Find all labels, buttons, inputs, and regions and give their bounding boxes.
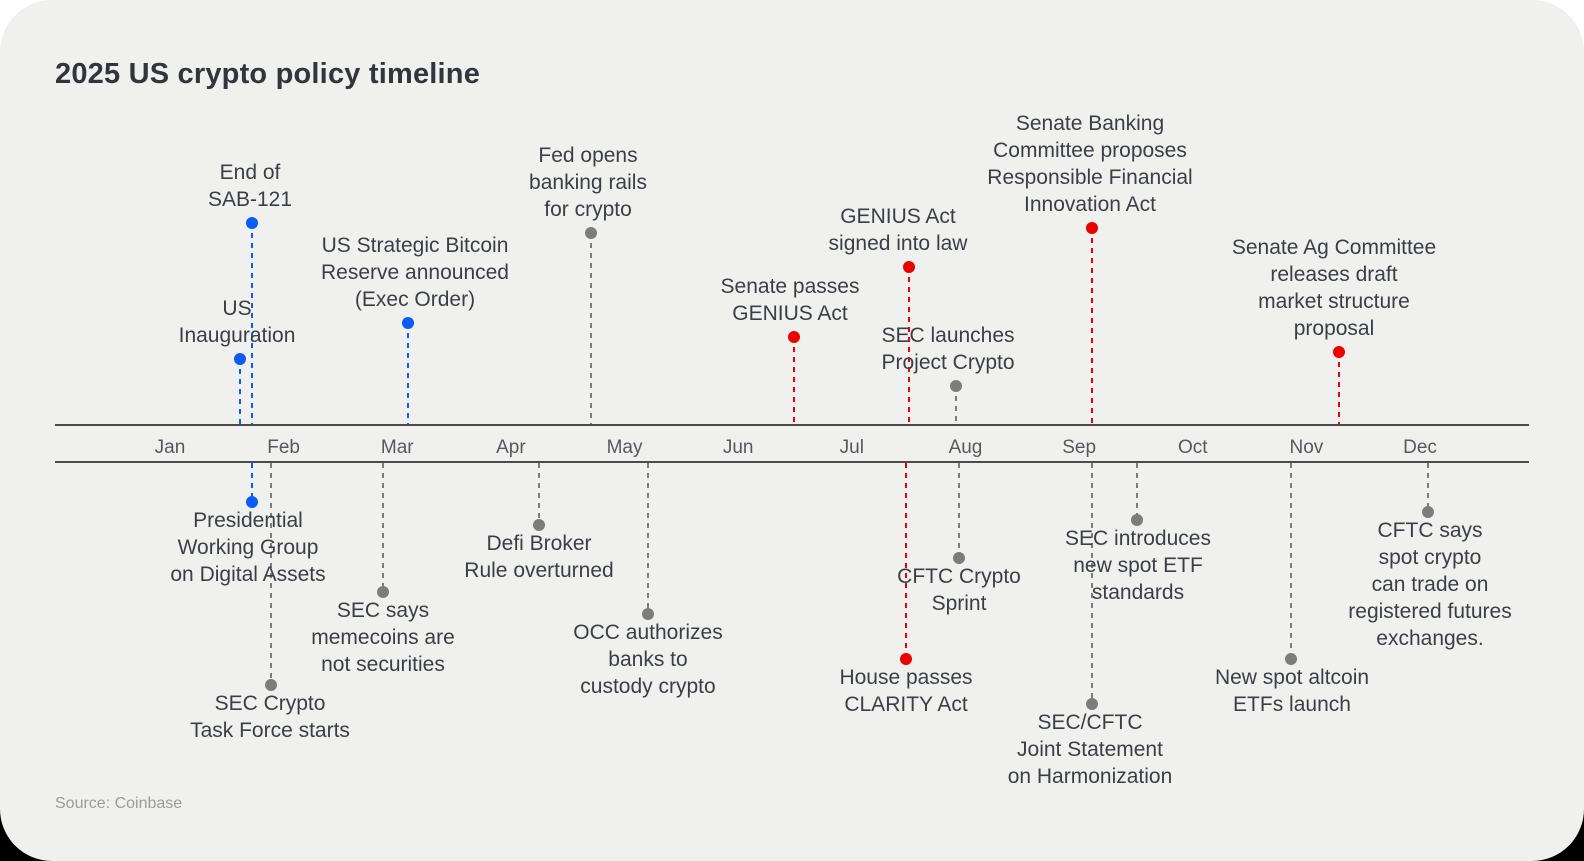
month-label-dec: Dec (1403, 437, 1437, 458)
event-label-senate-ag-market-structure: Senate Ag Committee releases draft market … (1231, 236, 1437, 340)
event-label-end-of-sab-121: End of SAB-121 (207, 161, 293, 211)
event-stem-cftc-crypto-sprint (958, 463, 960, 558)
source-note: Source: Coinbase (55, 795, 183, 812)
event-label-sec-memecoins-not-securities: SEC says memecoins are not securities (311, 599, 455, 676)
event-dot-sec-crypto-task-force (265, 679, 277, 691)
event-label-us-strategic-bitcoin-reserve: US Strategic Bitcoin Reserve announced (Ex… (321, 234, 509, 311)
event-label-cftc-crypto-sprint: CFTC Crypto Sprint (897, 565, 1021, 615)
event-stem-sec-launches-project-crypto (955, 386, 957, 424)
event-stem-senate-banking-rfia (1091, 228, 1093, 424)
month-label-nov: Nov (1289, 437, 1324, 458)
event-label-fed-banking-rails: Fed opens banking rails for crypto (529, 144, 647, 221)
event-stem-genius-signed-into-law (908, 267, 910, 424)
event-label-senate-banking-rfia: Senate Banking Committee proposes Responsi… (987, 112, 1193, 216)
event-dot-senate-banking-rfia (1086, 222, 1098, 234)
event-label-senate-passes-genius: Senate passes GENIUS Act (720, 275, 860, 325)
event-stem-sec-spot-etf-standards (1136, 463, 1138, 520)
event-stem-occ-custody-crypto (647, 463, 649, 614)
event-dot-end-of-sab-121 (246, 217, 258, 229)
chart-title: 2025 US crypto policy timeline (55, 58, 481, 90)
month-label-oct: Oct (1177, 437, 1208, 458)
event-label-occ-custody-crypto: OCC authorizes banks to custody crypto (573, 621, 723, 698)
event-dot-sec-memecoins-not-securities (377, 586, 389, 598)
event-dot-house-passes-clarity (900, 653, 912, 665)
event-dot-new-spot-altcoin-etfs (1285, 653, 1297, 665)
event-stem-fed-banking-rails (590, 233, 592, 424)
event-stem-presidential-working-group (251, 463, 253, 502)
month-label-sep: Sep (1062, 437, 1097, 458)
event-dot-fed-banking-rails (585, 227, 597, 239)
event-dot-cftc-spot-on-futures (1422, 506, 1434, 518)
event-stem-senate-passes-genius (793, 337, 795, 424)
event-label-sec-spot-etf-standards: SEC introduces new spot ETF standards (1065, 527, 1211, 604)
event-dot-defi-broker-rule-overturned (533, 519, 545, 531)
event-dot-us-strategic-bitcoin-reserve (402, 317, 414, 329)
event-dot-senate-ag-market-structure (1333, 346, 1345, 358)
month-label-jan: Jan (154, 437, 186, 458)
event-stem-us-strategic-bitcoin-reserve (407, 323, 409, 424)
event-label-new-spot-altcoin-etfs: New spot altcoin ETFs launch (1214, 666, 1370, 716)
month-label-mar: Mar (380, 437, 414, 458)
event-stem-sec-memecoins-not-securities (382, 463, 384, 592)
month-label-apr: Apr (496, 437, 526, 458)
month-label-may: May (606, 437, 643, 458)
event-dot-cftc-crypto-sprint (953, 552, 965, 564)
event-stem-sec-cftc-harmonization (1091, 463, 1093, 704)
event-label-genius-signed-into-law: GENIUS Act signed into law (828, 205, 968, 255)
event-stem-sec-crypto-task-force (270, 463, 272, 685)
event-dot-presidential-working-group (246, 496, 258, 508)
event-dot-sec-launches-project-crypto (950, 380, 962, 392)
event-dot-sec-spot-etf-standards (1131, 514, 1143, 526)
month-label-aug: Aug (948, 437, 983, 458)
event-label-sec-crypto-task-force: SEC Crypto Task Force starts (190, 692, 350, 742)
event-stem-house-passes-clarity (905, 463, 907, 659)
event-dot-occ-custody-crypto (642, 608, 654, 620)
month-label-jul: Jul (839, 437, 864, 458)
event-stem-senate-ag-market-structure (1338, 352, 1340, 424)
event-label-defi-broker-rule-overturned: Defi Broker Rule overturned (464, 532, 614, 582)
event-label-sec-cftc-harmonization: SEC/CFTC Joint Statement on Harmonization (1007, 711, 1173, 788)
month-label-feb: Feb (267, 437, 300, 458)
event-label-us-inauguration: US Inauguration (178, 297, 296, 347)
event-dot-sec-cftc-harmonization (1086, 698, 1098, 710)
event-label-cftc-spot-on-futures: CFTC says spot crypto can trade on register… (1348, 519, 1512, 650)
timeline-bottom-line (55, 461, 1529, 463)
event-label-sec-launches-project-crypto: SEC launches Project Crypto (881, 324, 1015, 374)
event-stem-end-of-sab-121 (251, 223, 253, 424)
event-label-house-passes-clarity: House passes CLARITY Act (839, 666, 973, 716)
event-stem-cftc-spot-on-futures (1427, 463, 1429, 512)
event-dot-genius-signed-into-law (903, 261, 915, 273)
event-dot-us-inauguration (234, 353, 246, 365)
event-dot-senate-passes-genius (788, 331, 800, 343)
month-label-jun: Jun (722, 437, 754, 458)
event-stem-us-inauguration (239, 359, 241, 424)
event-label-presidential-working-group: Presidential Working Group on Digital Asse… (170, 509, 326, 586)
event-stem-defi-broker-rule-overturned (538, 463, 540, 525)
event-stem-new-spot-altcoin-etfs (1290, 463, 1292, 659)
timeline-top-line (55, 424, 1529, 426)
